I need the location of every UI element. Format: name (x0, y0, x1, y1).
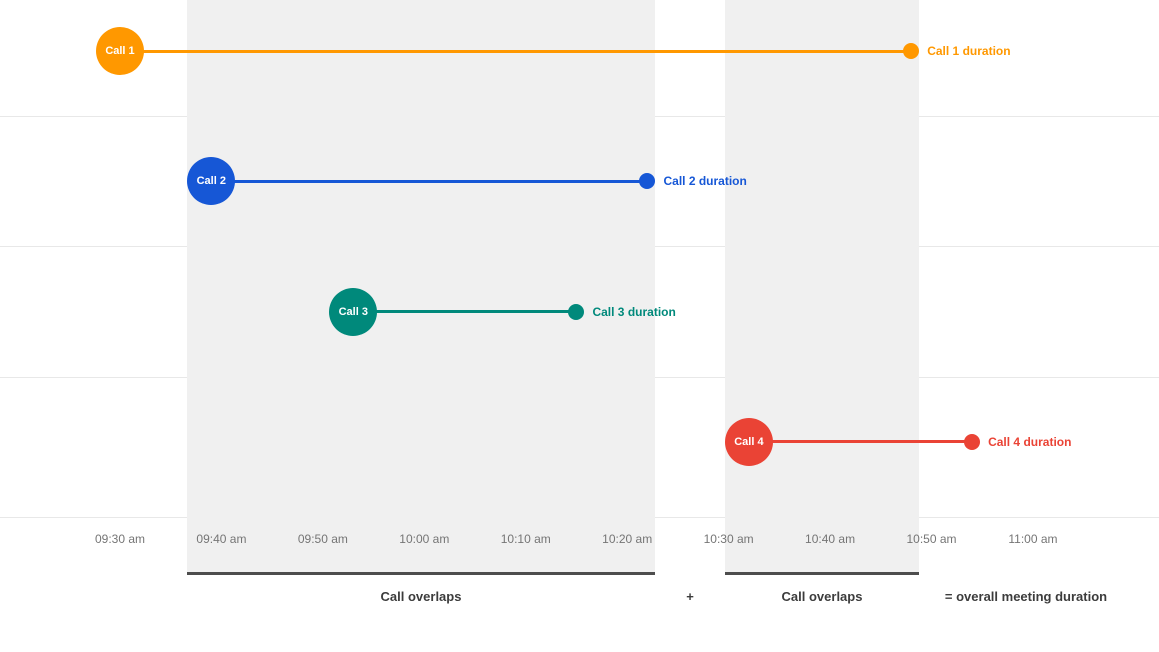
x-axis-tick-label: 10:00 am (399, 532, 450, 546)
call-duration-label: Call 3 duration (592, 304, 676, 319)
call-end-marker (568, 303, 585, 320)
x-axis-tick-label: 09:50 am (297, 532, 348, 546)
overlap-underline (724, 572, 920, 575)
call-label: Call 3 (338, 305, 368, 318)
plus-sign: + (686, 589, 694, 604)
x-axis-tick-label: 10:10 am (500, 532, 551, 546)
call-start-marker: Call 4 (724, 417, 773, 466)
x-axis-tick-label: 09:40 am (196, 532, 247, 546)
call-duration-label: Call 4 duration (988, 434, 1072, 449)
x-axis-tick-label: 10:40 am (805, 532, 856, 546)
call-label: Call 4 (734, 435, 764, 448)
call-start-marker: Call 2 (187, 157, 236, 206)
call-duration-line (353, 310, 577, 314)
x-axis-tick-label: 11:00 am (1008, 532, 1058, 546)
overlap-2-caption: Call overlaps (781, 589, 863, 604)
overlap-underline (187, 572, 656, 575)
overlap-band (187, 0, 656, 575)
call-duration-label: Call 1 duration (927, 44, 1011, 58)
call-label: Call 2 (196, 175, 226, 188)
overall-duration-caption: = overall meeting duration (944, 589, 1108, 604)
x-axis-tick-label: 10:50 am (906, 532, 957, 546)
call-duration-line (748, 440, 973, 444)
x-axis-tick-label: 09:30 am (94, 532, 146, 546)
call-duration-line (211, 179, 648, 183)
call-start-marker: Call 1 (96, 27, 144, 75)
call-duration-label: Call 2 duration (663, 174, 747, 189)
overlap-band (724, 0, 920, 575)
call-label: Call 1 (105, 45, 135, 57)
x-axis-tick-label: 10:20 am (602, 532, 653, 546)
call-end-marker (903, 43, 920, 59)
call-start-marker: Call 3 (329, 287, 378, 336)
x-axis-tick-label: 10:30 am (703, 532, 754, 546)
call-end-marker (639, 173, 656, 190)
call-duration-line (120, 49, 912, 53)
overlap-1-caption: Call overlaps (380, 589, 462, 604)
call-end-marker (964, 433, 981, 450)
